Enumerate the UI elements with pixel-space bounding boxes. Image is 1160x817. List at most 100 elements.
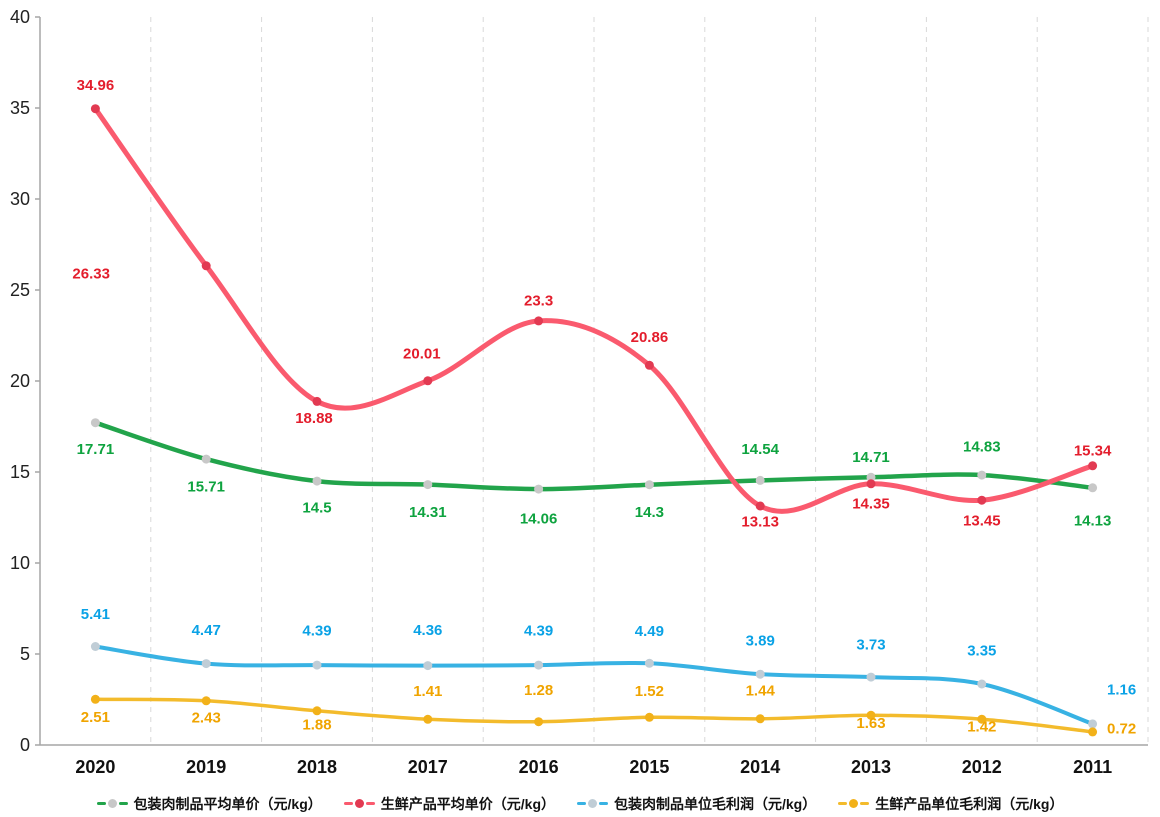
data-label-s1: 34.96 [77,77,115,94]
data-point-s2[interactable] [644,658,654,668]
data-point-s0[interactable] [644,480,654,490]
data-point-s2[interactable] [1088,719,1098,729]
data-label-s0: 14.54 [741,441,779,458]
data-point-s3[interactable] [1088,727,1098,737]
data-label-s0: 17.71 [77,441,115,458]
x-axis-label: 2014 [740,757,780,777]
data-point-s1[interactable] [977,495,987,505]
data-point-s3[interactable] [423,714,433,724]
y-axis-label: 35 [10,98,30,118]
legend-line-dot-icon [577,799,608,808]
data-point-s3[interactable] [90,694,100,704]
data-point-s3[interactable] [977,714,987,724]
data-point-s1[interactable] [312,396,322,406]
x-axis-label: 2017 [408,757,448,777]
data-point-s0[interactable] [755,475,765,485]
data-label-s3: 1.44 [746,682,776,699]
y-axis-label: 20 [10,371,30,391]
data-point-s2[interactable] [423,661,433,671]
data-point-s2[interactable] [534,660,544,670]
series-line-3 [93,697,1095,734]
data-point-s1[interactable] [1088,461,1098,471]
data-point-s0[interactable] [90,418,100,428]
data-label-s0: 14.5 [302,500,331,517]
x-axis-label: 2015 [629,757,669,777]
data-point-s3[interactable] [755,714,765,724]
y-axis-label: 10 [10,553,30,573]
data-label-s1: 20.01 [403,345,441,362]
data-label-s2: 5.41 [81,606,110,623]
data-label-s1: 20.86 [631,329,669,346]
data-label-s1: 15.34 [1074,442,1112,459]
legend-item-3[interactable]: 包装肉制品单位毛利润（元/kg） [577,794,816,814]
legend-line-dot-icon [838,799,870,808]
data-point-s1[interactable] [755,501,765,511]
data-label-s2: 4.47 [192,622,221,639]
data-point-s2[interactable] [755,669,765,679]
data-point-s2[interactable] [312,660,322,670]
legend-line-dot-icon [96,799,128,808]
data-label-s1: 26.33 [72,265,110,282]
data-point-s0[interactable] [977,470,987,480]
data-label-s3: 2.43 [192,709,221,726]
data-point-s3[interactable] [201,696,211,706]
data-point-s0[interactable] [534,484,544,494]
data-label-s0: 14.31 [409,504,447,521]
y-axis-label: 5 [20,644,30,664]
data-point-s0[interactable] [866,472,876,482]
y-axis-label: 30 [10,189,30,209]
data-label-s1: 13.45 [963,513,1001,530]
data-label-s3: 2.51 [81,709,110,726]
data-label-s2: 4.36 [413,622,442,639]
data-label-s3: 1.52 [635,683,664,700]
x-axis-label: 2019 [186,757,226,777]
legend-line-dot-icon [343,799,375,808]
data-point-s0[interactable] [1088,483,1098,493]
data-label-s0: 14.83 [963,439,1001,456]
data-label-s3: 1.88 [302,716,331,733]
data-label-s3: 1.63 [856,715,885,732]
data-point-s0[interactable] [312,476,322,486]
data-label-s1: 13.13 [741,514,779,531]
data-point-s1[interactable] [866,479,876,489]
data-label-s3: 1.41 [413,683,442,700]
data-point-s1[interactable] [534,316,544,326]
series-line-1 [92,106,1096,514]
data-label-s2: 1.16 [1107,681,1136,698]
data-point-s2[interactable] [977,679,987,689]
data-point-s1[interactable] [644,360,654,370]
legend-label: 包装肉制品单位毛利润（元/kg） [614,795,817,812]
data-label-s0: 14.71 [852,449,890,466]
data-point-s3[interactable] [866,710,876,720]
legend-item-4[interactable]: 生鲜产品单位毛利润（元/kg） [838,794,1063,814]
legend-item-2[interactable]: 生鲜产品平均单价（元/kg） [343,794,555,814]
data-label-s0: 15.71 [187,479,225,496]
x-axis-label: 2016 [519,757,559,777]
data-label-s2: 3.35 [967,643,996,660]
data-label-s0: 14.13 [1074,512,1112,529]
data-point-s1[interactable] [90,104,100,114]
data-label-s0: 14.06 [520,511,558,528]
data-point-s0[interactable] [423,480,433,490]
data-point-s0[interactable] [201,454,211,464]
y-axis-label: 40 [10,7,30,27]
y-axis-label: 25 [10,280,30,300]
data-point-s2[interactable] [201,659,211,669]
data-point-s1[interactable] [201,261,211,271]
data-label-s3: 1.28 [524,682,553,699]
x-axis-label: 2012 [962,757,1002,777]
legend-label: 生鲜产品平均单价（元/kg） [380,795,555,812]
data-point-s3[interactable] [312,706,322,716]
x-axis-label: 2018 [297,757,337,777]
data-point-s3[interactable] [644,712,654,722]
series-line-2 [93,644,1095,726]
legend-item-1[interactable]: 包装肉制品平均单价（元/kg） [96,794,322,814]
data-label-s1: 14.35 [852,495,890,512]
data-point-s3[interactable] [534,717,544,727]
data-point-s2[interactable] [866,672,876,682]
line-chart: 0 5 10 15 20 25 30 35 40 2020 2019 2018 2017 2016 2015… [10,7,1149,777]
data-point-s1[interactable] [423,376,433,386]
data-point-s2[interactable] [90,642,100,651]
x-axis-label: 2020 [75,757,115,777]
